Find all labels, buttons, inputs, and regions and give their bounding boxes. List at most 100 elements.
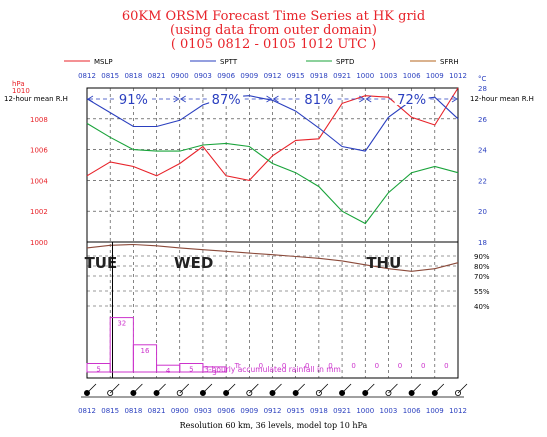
- rh-band-arrow-left: [365, 95, 372, 103]
- rain-bar-label: 0: [259, 362, 263, 370]
- time-label-bottom: 1009: [426, 407, 444, 415]
- left-tick-label: 1006: [30, 147, 48, 155]
- time-label-top: 0918: [310, 72, 328, 80]
- weather-symbols: [84, 383, 468, 396]
- time-label-bottom: 0918: [310, 407, 328, 415]
- sfrh-panel: 90% 80% 70% 55% 40% TUE WED THU: [85, 242, 490, 378]
- left-axis-unit: hPa: [12, 80, 25, 88]
- rain-bar-label: 32: [117, 320, 126, 328]
- time-label-top: 0903: [194, 72, 212, 80]
- rh-mean-bands: 91% 87% 81% 72%: [87, 91, 458, 108]
- rh-tick-label: 55%: [474, 288, 490, 296]
- right-axis-rh-label: 12-hour mean R.H: [470, 95, 534, 103]
- rain-bar: [202, 366, 227, 373]
- legend: MSLP SPTT SPTD SFRH: [64, 58, 459, 66]
- left-tick-label: 1002: [30, 208, 48, 216]
- rh-band-label: 72%: [397, 93, 426, 108]
- rh-band-arrow-right: [173, 95, 180, 103]
- rain-bar-label: 0: [305, 362, 309, 370]
- time-label-top: 0821: [148, 72, 166, 80]
- rh-band-arrow-left: [87, 95, 94, 103]
- time-label-top: 0818: [124, 72, 142, 80]
- rain-bar-label: 0: [444, 362, 448, 370]
- rain-title: 3-hourly accumulated rainfall in mm: [204, 365, 341, 374]
- wind-barb-icon: [202, 383, 213, 394]
- rain-bar-label: Tr: [234, 362, 241, 370]
- time-label-bottom: 0909: [240, 407, 258, 415]
- rh-tick-label: 90%: [474, 253, 490, 261]
- time-label-bottom: 0821: [148, 407, 166, 415]
- time-label-top: 0915: [287, 72, 305, 80]
- time-label-top: 1000: [356, 72, 374, 80]
- rh-band-arrow-right: [451, 95, 458, 103]
- series-line-sptd: [86, 122, 459, 225]
- rh-band-label-bg: [301, 91, 336, 105]
- time-label-bottom: 0903: [194, 407, 212, 415]
- rh-band-label-bg: [116, 91, 151, 105]
- wind-barb-icon: [341, 383, 352, 394]
- right-tick-label: 28: [478, 85, 487, 93]
- time-label-bottom: 1003: [380, 407, 398, 415]
- rain-bar-label: 16: [141, 347, 150, 355]
- rain-bar-label: 4: [166, 367, 171, 375]
- wind-barb-icon: [272, 383, 282, 394]
- wind-barb-icon: [318, 383, 329, 394]
- time-label-bottom: 0812: [78, 407, 96, 415]
- footer-note: Resolution 60 km, 36 levels, model top 1…: [179, 421, 368, 430]
- rain-bar-label: 3: [212, 369, 216, 377]
- title-line-1: 60KM ORSM Forecast Time Series at HK gri…: [121, 9, 426, 24]
- series-line-sptt: [86, 95, 459, 152]
- title-line-3: ( 0105 0812 - 0105 1012 UTC ): [170, 37, 377, 52]
- axes: 0812 0812 0815 0815 0818 0818 0821 0821 0900 0900…: [4, 72, 534, 415]
- wind-barb-icon: [411, 383, 421, 394]
- legend-label: SPTT: [220, 58, 238, 66]
- time-label-top: 0921: [333, 72, 351, 80]
- left-axis-top-value: 1010: [12, 87, 30, 95]
- wind-barb-icon: [434, 383, 445, 394]
- wind-barb-icon: [225, 383, 236, 394]
- time-label-top: 1012: [449, 72, 467, 80]
- legend-label: MSLP: [94, 58, 113, 66]
- day-label: WED: [174, 254, 213, 272]
- wind-barb-icon: [295, 383, 305, 394]
- right-axis-unit: °C: [478, 75, 487, 83]
- day-label: THU: [366, 254, 401, 272]
- grid: [87, 88, 458, 378]
- left-tick-label: 1008: [30, 116, 48, 124]
- time-label-bottom: 1012: [449, 407, 467, 415]
- rh-band-label-bg: [394, 91, 429, 105]
- time-label-bottom: 1000: [356, 407, 374, 415]
- rh-band-label: 87%: [212, 93, 241, 108]
- wind-barb-icon: [86, 383, 97, 394]
- legend-label: SFRH: [440, 58, 459, 66]
- right-tick-label: 24: [478, 147, 487, 155]
- time-label-top: 0912: [264, 72, 282, 80]
- rh-band-arrow-left: [179, 95, 186, 103]
- rain-bar-label: 0: [375, 362, 379, 370]
- rh-band-label: 91%: [119, 93, 148, 108]
- rain-bar-label: 0: [328, 362, 332, 370]
- time-label-bottom: 0900: [171, 407, 189, 415]
- rh-tick-label: 40%: [474, 303, 490, 311]
- wind-barb-icon: [109, 383, 120, 394]
- wind-barb-icon: [156, 383, 166, 394]
- time-label-bottom: 0921: [333, 407, 351, 415]
- forecast-chart: MSLP SPTT SPTD SFRH 08120812081508150818081…: [4, 58, 534, 415]
- time-label-top: 0900: [171, 72, 189, 80]
- rain-bar-label: 0: [351, 362, 355, 370]
- rh-tick-label: 70%: [474, 273, 490, 281]
- left-tick-label: 1000: [30, 239, 48, 247]
- rh-tick-label: 80%: [474, 263, 490, 271]
- time-label-bottom: 0915: [287, 407, 305, 415]
- time-label-bottom: 1006: [403, 407, 421, 415]
- right-tick-label: 22: [478, 177, 487, 185]
- time-label-top: 0909: [240, 72, 258, 80]
- time-label-top: 0906: [217, 72, 235, 80]
- wind-barb-icon: [457, 383, 468, 394]
- wind-barb-icon: [364, 383, 375, 394]
- series-line-sfrh: [86, 243, 459, 272]
- time-label-bottom: 0818: [124, 407, 142, 415]
- rain-bar: [132, 344, 158, 373]
- rh-band-label-bg: [209, 91, 244, 105]
